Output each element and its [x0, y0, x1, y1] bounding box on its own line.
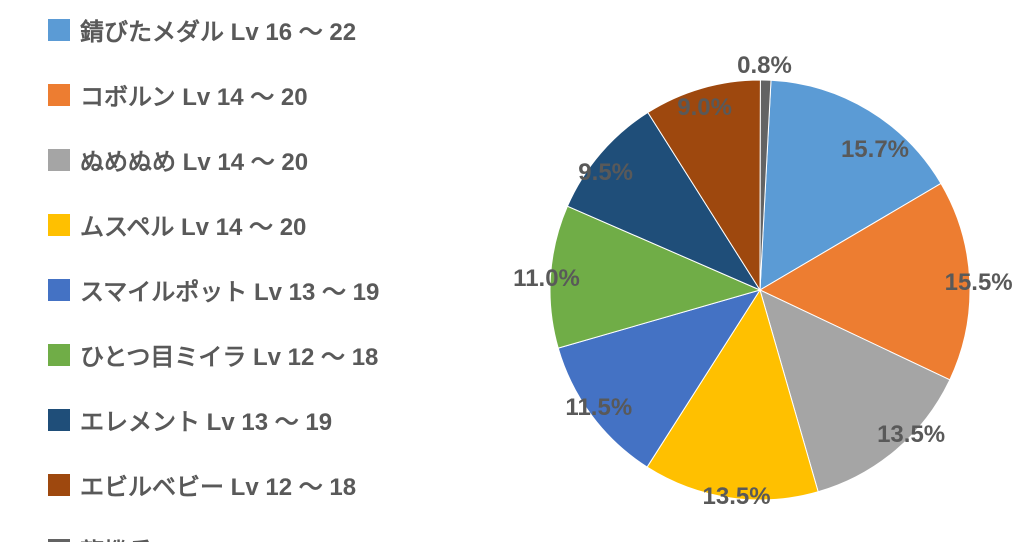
legend-item: ムスペル Lv 14 ～ 20 [48, 207, 379, 242]
chart-legend: 錆びたメダル Lv 16 ～ 22 コボルン Lv 14 ～ 20 ぬめぬめ Lv … [48, 12, 379, 542]
legend-swatch [48, 19, 70, 41]
slice-percent-label: 15.5% [945, 269, 1013, 297]
legend-swatch [48, 539, 70, 542]
slice-percent-label: 13.5% [703, 483, 771, 511]
slice-percent-label: 9.5% [578, 159, 633, 187]
slice-percent-label: 11.5% [565, 394, 632, 422]
legend-item: スマイルポット Lv 13 ～ 19 [48, 272, 379, 307]
pie-chart-area: 15.7% 15.5% 13.5% 13.5% 11.5% 11.0% 9.5% 9.0%0.… [480, 0, 1020, 542]
legend-item: コボルン Lv 14 ～ 20 [48, 77, 379, 112]
legend-label: ひとつ目ミイラ Lv 12 ～ 18 [80, 337, 378, 372]
slice-percent-label: 11.0% [513, 265, 580, 293]
legend-item: エビルベビー Lv 12 ～ 18 [48, 467, 379, 502]
legend-swatch [48, 279, 70, 301]
legend-label: エレメント Lv 13 ～ 19 [80, 402, 332, 437]
legend-swatch [48, 474, 70, 496]
slice-percent-label: 15.7% [841, 136, 909, 164]
legend-item: ぬめぬめ Lv 14 ～ 20 [48, 142, 379, 177]
legend-swatch [48, 149, 70, 171]
legend-swatch [48, 214, 70, 236]
legend-label: 龍機兵 Lv 1 ～ 4 [80, 532, 257, 542]
legend-item: 錆びたメダル Lv 16 ～ 22 [48, 12, 379, 47]
legend-item: 龍機兵 Lv 1 ～ 4 [48, 532, 379, 542]
legend-label: スマイルポット Lv 13 ～ 19 [80, 272, 379, 307]
slice-percent-label: 13.5% [877, 421, 945, 449]
legend-swatch [48, 84, 70, 106]
slice-percent-label: 0.8% [737, 52, 792, 80]
legend-label: ぬめぬめ Lv 14 ～ 20 [80, 142, 308, 177]
legend-item: エレメント Lv 13 ～ 19 [48, 402, 379, 437]
legend-swatch [48, 409, 70, 431]
legend-label: ムスペル Lv 14 ～ 20 [80, 207, 306, 242]
legend-item: ひとつ目ミイラ Lv 12 ～ 18 [48, 337, 379, 372]
legend-label: コボルン Lv 14 ～ 20 [80, 77, 308, 112]
chart-page: 錆びたメダル Lv 16 ～ 22 コボルン Lv 14 ～ 20 ぬめぬめ Lv … [0, 0, 1024, 542]
legend-swatch [48, 344, 70, 366]
slice-percent-label: 9.0% [677, 94, 732, 122]
legend-label: エビルベビー Lv 12 ～ 18 [80, 467, 356, 502]
legend-label: 錆びたメダル Lv 16 ～ 22 [80, 12, 356, 47]
